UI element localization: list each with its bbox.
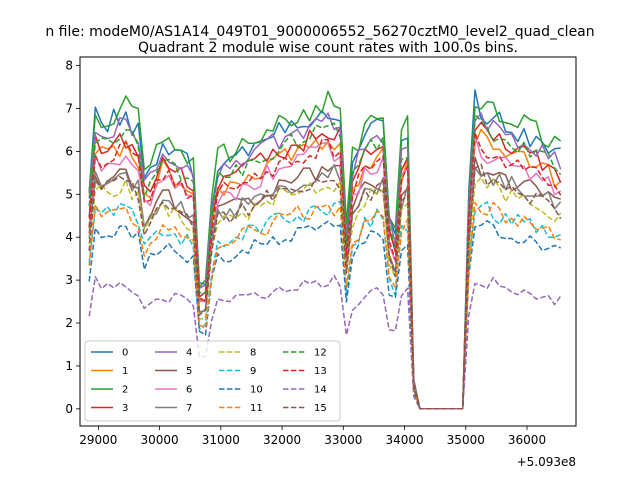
legend-item-14[interactable]: 14	[283, 385, 327, 396]
legend-item-9[interactable]: 9	[219, 366, 256, 377]
y-tick-label: 7	[65, 101, 73, 115]
y-tick-label: 4	[65, 230, 73, 244]
legend-item-15[interactable]: 15	[283, 403, 327, 414]
series-line-10	[88, 220, 561, 410]
legend-label: 15	[314, 403, 327, 414]
legend-item-1[interactable]: 1	[91, 366, 128, 377]
legend-item-10[interactable]: 10	[219, 385, 263, 396]
legend-label: 14	[314, 385, 327, 396]
legend-item-3[interactable]: 3	[91, 403, 128, 414]
legend-label: 8	[250, 348, 256, 359]
legend-item-12[interactable]: 12	[283, 348, 327, 359]
series-line-4	[88, 112, 562, 410]
series-line-0	[88, 89, 561, 410]
series-line-12	[88, 113, 562, 410]
legend-label: 0	[122, 348, 128, 359]
legend-item-2[interactable]: 2	[91, 385, 128, 396]
legend-label: 9	[250, 366, 256, 377]
legend-label: 2	[122, 385, 128, 396]
series-line-7	[88, 163, 562, 410]
series-layer	[88, 89, 562, 410]
x-offset-label: +5.093e8	[517, 455, 576, 469]
series-line-2	[88, 90, 562, 410]
x-axis: 29000 30000 31000 32000 33000 34000 35000 36000	[79, 426, 546, 447]
figure-suptitle: n file: modeM0/AS1A14_049T01_9000006552_…	[45, 24, 594, 40]
legend-label: 13	[314, 366, 327, 377]
series-line-8	[88, 176, 562, 410]
x-tick-label: 33000	[324, 433, 362, 447]
x-tick-label: 32000	[263, 433, 301, 447]
chart-title: Quadrant 2 module wise count rates with …	[138, 40, 518, 56]
y-tick-label: 3	[65, 273, 73, 287]
x-tick-label: 30000	[141, 433, 179, 447]
y-tick-label: 8	[65, 59, 73, 73]
plot-frame	[79, 56, 577, 427]
legend-box	[84, 340, 341, 422]
legend-label: 6	[186, 385, 192, 396]
legend-label: 10	[250, 385, 263, 396]
legend-item-11[interactable]: 11	[219, 403, 263, 414]
legend-item-4[interactable]: 4	[155, 348, 192, 359]
series-line-13	[88, 131, 562, 410]
y-axis: 0 1 2 3 4 5 6 7 8	[65, 59, 80, 416]
x-tick-label: 29000	[79, 433, 117, 447]
series-line-11	[88, 201, 561, 410]
legend-item-6[interactable]: 6	[155, 385, 192, 396]
legend-item-13[interactable]: 13	[283, 366, 327, 377]
legend-item-5[interactable]: 5	[155, 366, 192, 377]
y-tick-label: 2	[65, 316, 73, 330]
series-line-1	[88, 128, 562, 410]
series-line-9	[88, 200, 561, 410]
legend-item-7[interactable]: 7	[155, 403, 192, 414]
x-tick-label: 36000	[508, 433, 546, 447]
legend-label: 11	[250, 403, 263, 414]
legend-label: 5	[186, 366, 192, 377]
series-line-14	[88, 274, 562, 410]
y-tick-label: 0	[65, 402, 73, 416]
series-line-3	[88, 121, 562, 410]
x-tick-label: 35000	[447, 433, 485, 447]
legend-label: 4	[186, 348, 192, 359]
series-line-6	[88, 134, 562, 410]
legend-item-8[interactable]: 8	[219, 348, 256, 359]
legend-label: 3	[122, 403, 128, 414]
y-tick-label: 1	[65, 359, 73, 373]
x-tick-label: 34000	[385, 433, 423, 447]
legend-label: 1	[122, 366, 128, 377]
x-tick-label: 31000	[202, 433, 240, 447]
legend-item-0[interactable]: 0	[91, 348, 128, 359]
series-line-15	[88, 163, 562, 410]
legend-label: 12	[314, 348, 327, 359]
y-tick-label: 5	[65, 187, 73, 201]
y-tick-label: 6	[65, 144, 73, 158]
legend-label: 7	[186, 403, 192, 414]
